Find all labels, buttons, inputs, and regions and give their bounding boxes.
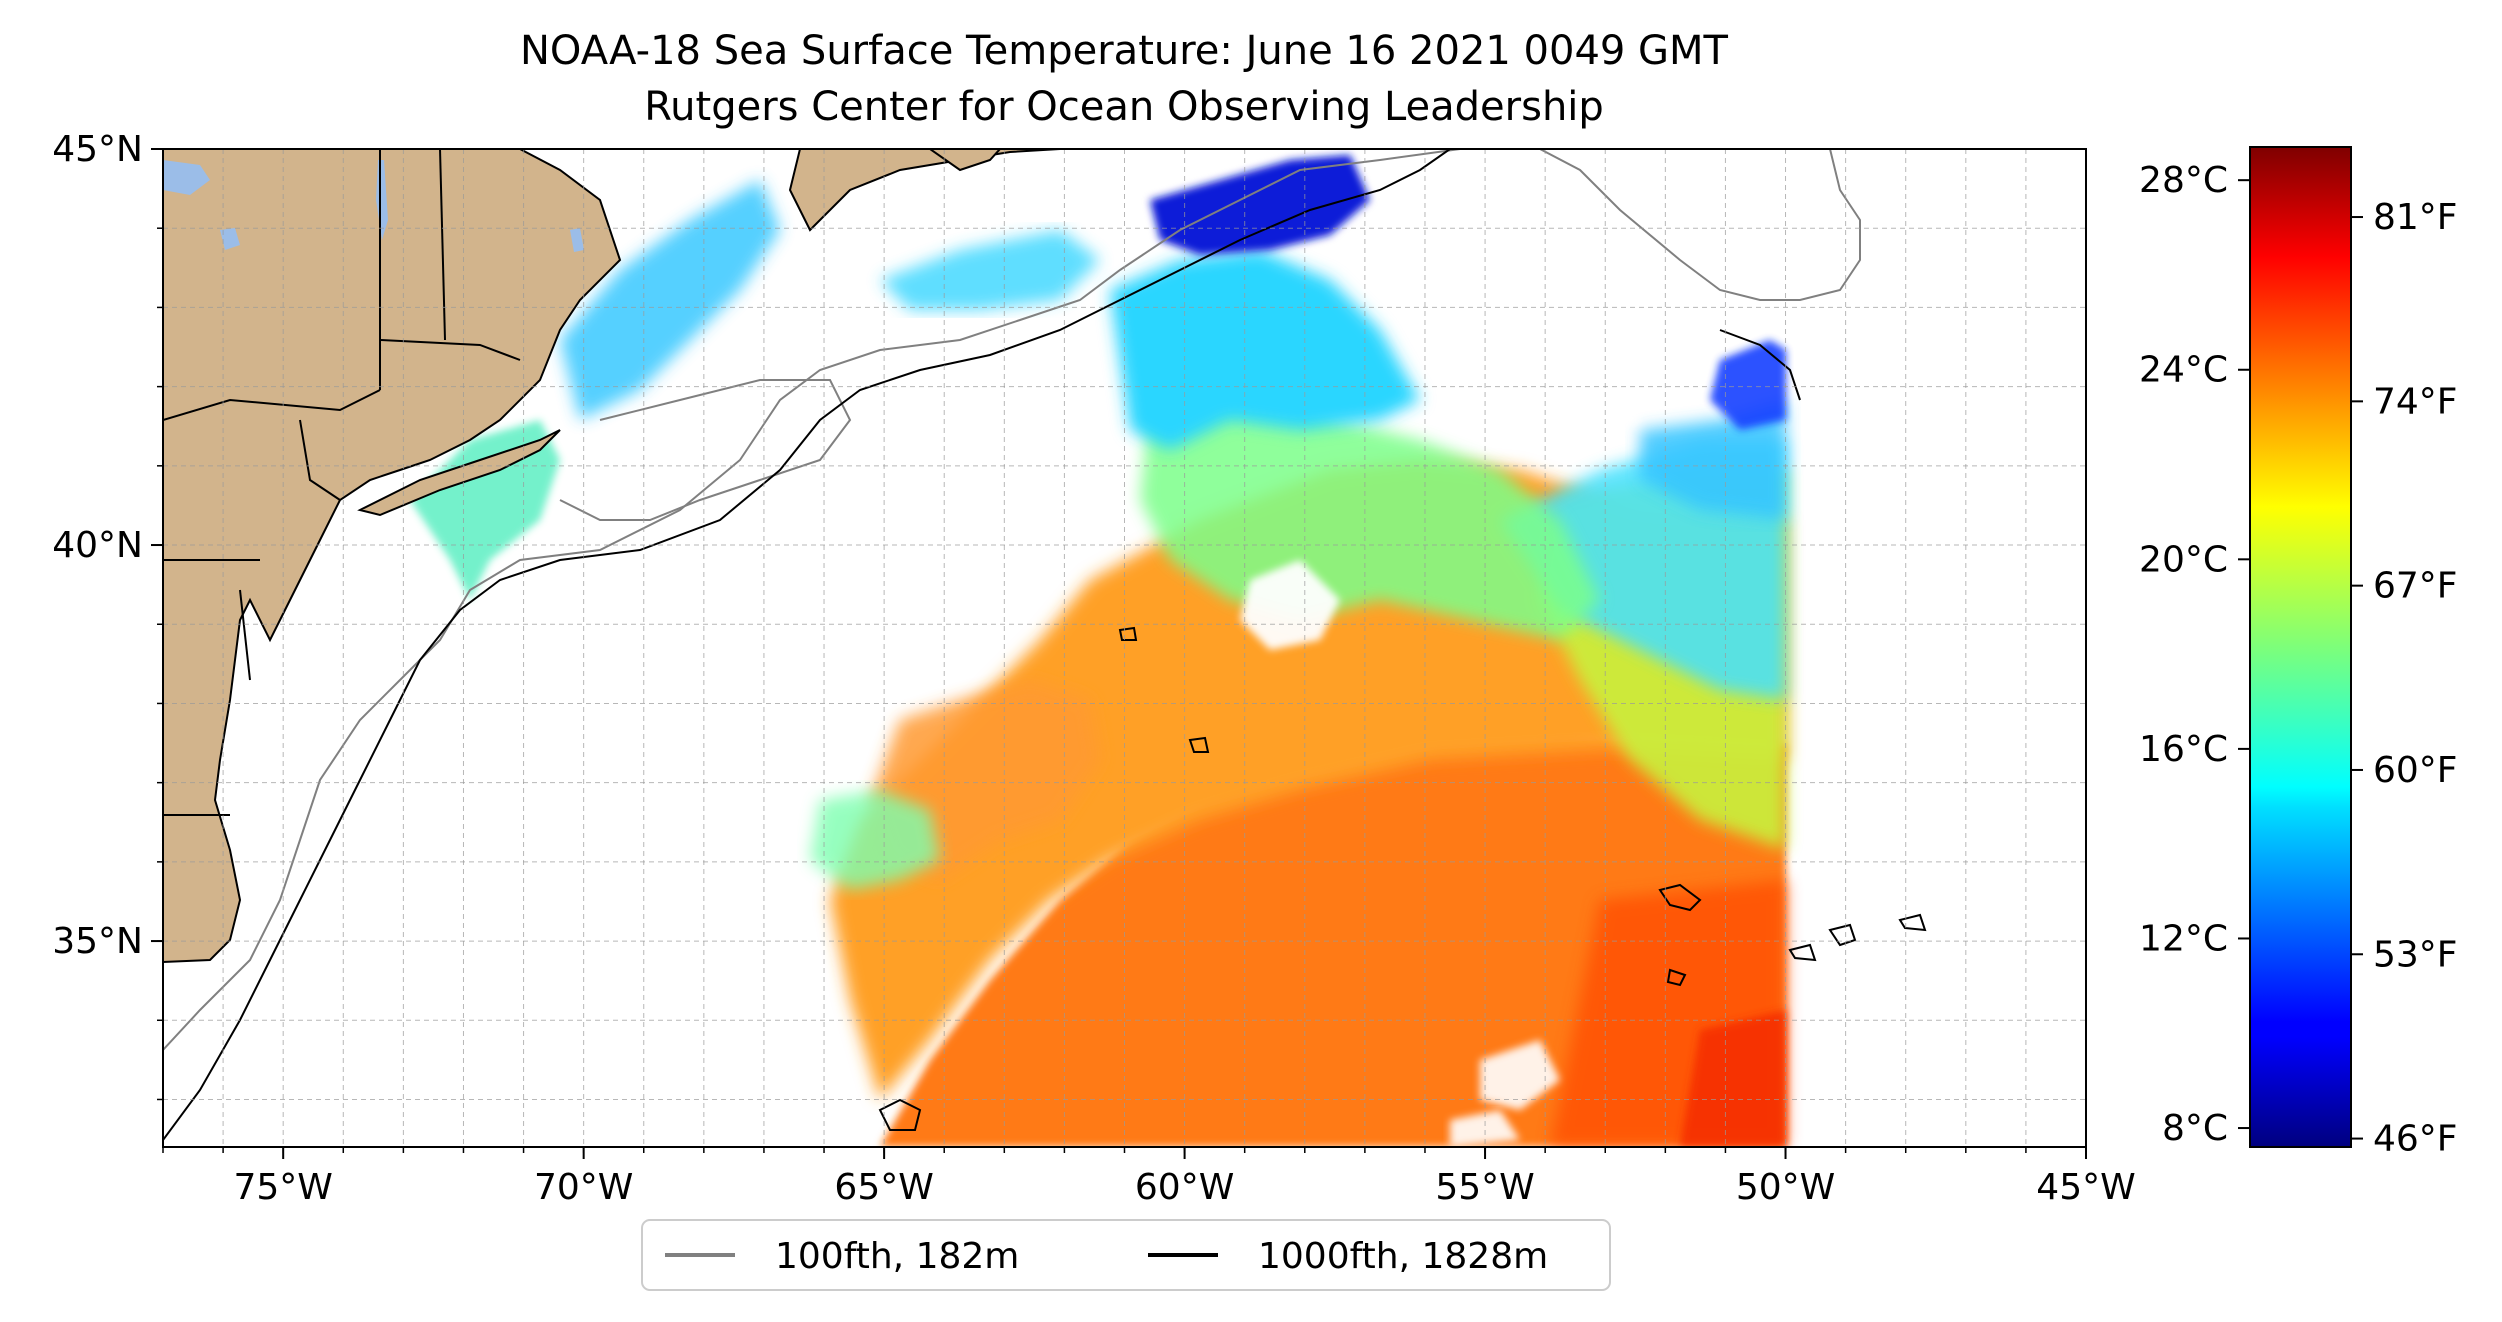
latitude-axis: 45°N 40°N 35°N	[52, 129, 163, 1101]
longitude-axis: 75°W 70°W 65°W 60°W 55°W 50°W 45°W	[162, 1147, 2136, 1208]
land-long-island	[357, 429, 561, 517]
isobath-1000fth-east	[1719, 329, 1801, 401]
sst-cyan-northeast	[1640, 400, 1786, 520]
seamount-3	[1828, 923, 1857, 947]
state-border-8	[239, 589, 251, 681]
lon-tick-label: 55°W	[1435, 1167, 1534, 1208]
map-area	[163, 149, 2086, 1147]
sst-deep-red-corner	[1680, 1010, 1786, 1147]
cloud-mask-2	[1430, 330, 1640, 440]
lon-tick-label: 75°W	[233, 1167, 332, 1208]
lat-tick-label: 40°N	[52, 525, 143, 566]
sst-scotian-patch	[880, 230, 1100, 310]
seamount-6	[1188, 736, 1210, 753]
colorbar-celsius-axis: 28°C 24°C 20°C 16°C 12°C 8°C	[2139, 160, 2250, 1149]
sst-cold-labrador	[1710, 340, 1786, 430]
legend: 100fth, 182m 1000fth, 1828m	[641, 1219, 1611, 1291]
land-nova-scotia	[788, 149, 1061, 232]
legend-label-100fth: 100fth, 182m	[775, 1236, 1019, 1277]
legend-label-1000fth: 1000fth, 1828m	[1258, 1236, 1548, 1277]
isobath-1000fth-slope	[163, 149, 1451, 1141]
isobath-100fth-shelf	[163, 149, 1461, 1051]
lat-tick-label: 45°N	[52, 129, 143, 170]
sst-west-green	[810, 790, 940, 890]
colorbar-celsius-label: 24°C	[2139, 350, 2228, 391]
seamount-4	[1898, 913, 1927, 932]
colorbar-celsius-label: 16°C	[2139, 729, 2228, 770]
legend-box	[641, 1219, 1611, 1291]
state-borders	[163, 149, 521, 816]
cloud-mask-1	[1240, 560, 1340, 650]
colorbar-fahrenheit-label: 81°F	[2373, 197, 2458, 238]
sst-cold-north	[1150, 155, 1370, 255]
colorbar-fahrenheit-label: 46°F	[2373, 1119, 2458, 1160]
lat-tick-label: 35°N	[52, 921, 143, 962]
lon-tick-label: 50°W	[1736, 1167, 1835, 1208]
state-border-5	[299, 419, 341, 501]
sst-gulf-maine-patch	[560, 180, 780, 420]
lon-tick-label: 60°W	[1135, 1167, 1234, 1208]
colorbar-celsius-label: 28°C	[2139, 160, 2228, 201]
colorbar-celsius-label: 8°C	[2162, 1108, 2228, 1149]
lake-3	[220, 228, 240, 250]
colorbar-fahrenheit-label: 53°F	[2373, 934, 2458, 975]
state-border-3	[439, 149, 446, 341]
colorbar-fahrenheit-axis: 81°F 74°F 67°F 60°F 53°F 46°F	[2351, 197, 2458, 1160]
seamount-8	[878, 1098, 922, 1131]
map-title: NOAA-18 Sea Surface Temperature: June 16…	[520, 28, 1729, 74]
lake-2	[570, 228, 584, 252]
land	[163, 149, 1061, 964]
colorbar-fahrenheit-label: 67°F	[2373, 566, 2458, 607]
lon-tick-label: 70°W	[534, 1167, 633, 1208]
colorbar-frame	[2249, 146, 2352, 1148]
graticule	[163, 149, 2086, 1147]
colorbar-fahrenheit-label: 60°F	[2373, 750, 2458, 791]
isobath-100fth-grand-banks	[1539, 149, 1861, 301]
lake-1	[163, 160, 210, 195]
seamount-5	[1788, 943, 1817, 962]
colorbar	[2250, 147, 2351, 1147]
seamount-2	[1666, 968, 1687, 987]
colorbar-celsius-label: 12°C	[2139, 918, 2228, 959]
lon-tick-label: 45°W	[2036, 1167, 2135, 1208]
cloud-mask-4	[1450, 1110, 1520, 1147]
cloud-mask-3	[1480, 1040, 1560, 1110]
sst-shelf-patch	[410, 420, 560, 600]
map-subtitle: Rutgers Center for Ocean Observing Leade…	[644, 84, 1604, 130]
state-border-2	[379, 339, 521, 361]
land-cape-breton	[928, 149, 1002, 172]
state-border-1	[163, 389, 381, 421]
lon-tick-label: 65°W	[834, 1167, 933, 1208]
isobath-1000fth	[163, 149, 1927, 1141]
sst-cyan-north	[1110, 250, 1420, 450]
colorbar-fahrenheit-label: 74°F	[2373, 381, 2458, 422]
colorbar-celsius-label: 20°C	[2139, 539, 2228, 580]
land-us-east-coast	[163, 149, 622, 964]
seamount-1	[1658, 883, 1702, 912]
seamount-7	[1118, 626, 1138, 641]
